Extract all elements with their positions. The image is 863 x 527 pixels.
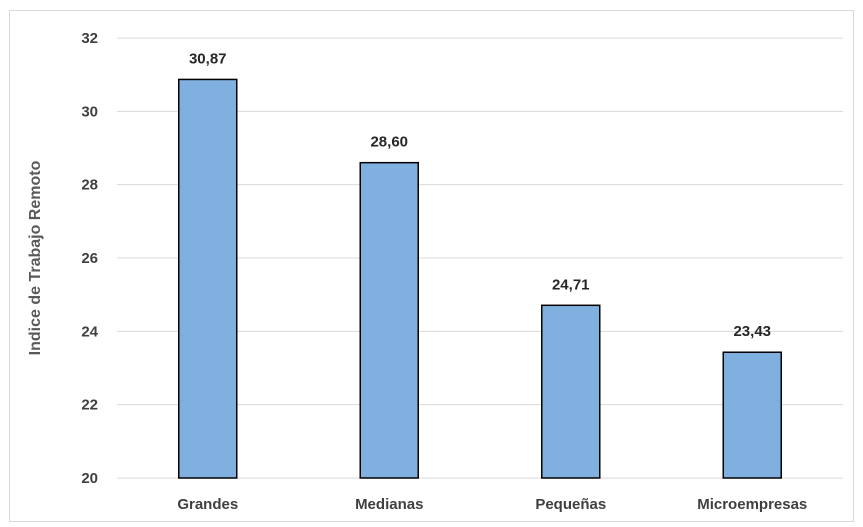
bar-grandes (178, 78, 238, 479)
gridlines (117, 37, 843, 479)
y-tick-label: 22 (81, 397, 98, 414)
bars (178, 78, 782, 479)
data-labels: 30,87 28,60 24,71 23,43 (189, 50, 771, 340)
chart-frame (9, 10, 854, 522)
data-label: 24,71 (552, 276, 590, 293)
y-tick-labels: 20 22 24 26 28 30 32 (81, 30, 98, 487)
data-label: 28,60 (370, 134, 408, 151)
bar-microempresas (722, 351, 782, 479)
x-category-label: Microempresas (697, 496, 807, 513)
x-category-label: Medianas (355, 496, 423, 513)
y-tick-label: 26 (81, 250, 98, 267)
y-tick-label: 32 (81, 30, 98, 47)
x-category-labels: Grandes Medianas Pequeñas Microempresas (177, 496, 807, 513)
y-tick-label: 30 (81, 103, 98, 120)
bar-pequeñas (541, 304, 601, 479)
x-category-label: Pequeñas (535, 496, 606, 513)
data-label: 30,87 (189, 50, 227, 67)
bar-medianas (359, 161, 419, 479)
data-label: 23,43 (733, 323, 771, 340)
y-tick-label: 24 (81, 323, 98, 340)
y-axis-title: Indice de Trabajo Remoto (27, 160, 44, 355)
y-tick-label: 28 (81, 177, 98, 194)
y-tick-label: 20 (81, 470, 98, 487)
x-category-label: Grandes (177, 496, 238, 513)
